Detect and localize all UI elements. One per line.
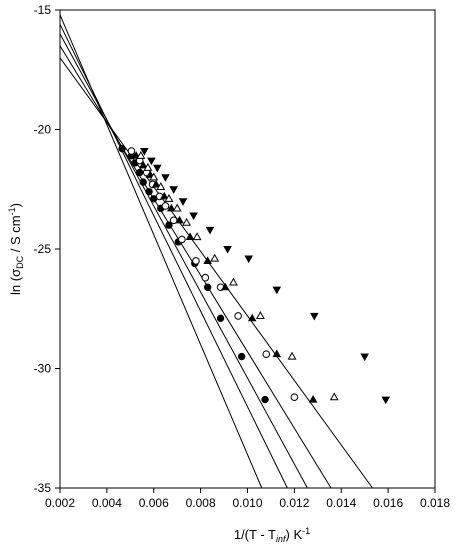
data-point-open-triangle-up	[228, 277, 238, 286]
y-tick-label: -20	[34, 123, 52, 137]
data-point-filled-triangle-down	[360, 353, 369, 362]
data-point-filled-triangle-down	[140, 148, 149, 156]
axes: 0.002 0.004 0.006 0.008 0.010 0.012 0.014 0.016…	[34, 3, 451, 510]
data-point-filled-triangle-down	[244, 255, 253, 264]
data-point-filled-circle	[135, 168, 144, 177]
data-point-filled-triangle-down	[189, 212, 198, 221]
y-tick-label: -35	[34, 481, 52, 495]
data-point-open-circle	[178, 235, 186, 244]
y-axis-label-close: )	[8, 203, 23, 207]
x-tick-label: 0.014	[326, 496, 356, 510]
data-point-open-triangle-up	[210, 253, 220, 262]
data-point-filled-triangle-down	[169, 186, 178, 194]
data-point-filled-triangle-down	[152, 164, 162, 173]
plot-frame	[59, 9, 436, 489]
data-point-filled-triangle-down	[310, 312, 319, 321]
data-point-filled-circle	[261, 395, 269, 404]
data-point-filled-circle	[145, 187, 153, 196]
x-axis-label-main: 1/(T - T	[234, 527, 276, 542]
axis-labels: 1/(T - Tinf) K-1 ln (σDC / S cm-1)	[7, 203, 310, 544]
data-point-open-triangle-up	[287, 351, 297, 360]
x-tick-label: 0.004	[92, 496, 122, 510]
data-point-open-circle	[192, 257, 200, 265]
data-point-filled-triangle-up	[272, 349, 282, 358]
data-point-open-triangle-up	[143, 162, 153, 171]
data-point-filled-triangle-up	[151, 179, 161, 188]
data-point-filled-circle	[139, 178, 147, 186]
x-axis-label: 1/(T - Tinf) K-1	[234, 526, 310, 544]
fit-line	[59, 24, 288, 489]
data-point-filled-triangle-up	[247, 313, 257, 322]
fit-line	[59, 57, 373, 489]
x-tick-label: 0.002	[45, 496, 75, 510]
data-point-open-triangle-up	[182, 217, 192, 226]
data-markers	[118, 144, 391, 405]
data-point-open-circle	[290, 393, 299, 401]
y-tick-label: -30	[34, 362, 52, 376]
data-point-filled-circle	[237, 352, 246, 361]
data-point-filled-triangle-up	[308, 394, 318, 403]
data-point-open-triangle-up	[172, 203, 182, 212]
data-point-filled-triangle-down	[272, 286, 282, 295]
x-tick-label: 0.018	[420, 496, 450, 510]
fit-lines	[59, 14, 373, 489]
data-point-open-circle	[201, 273, 210, 282]
data-point-open-triangle-up	[255, 311, 265, 320]
y-axis-label-sup: -1	[7, 207, 17, 215]
data-point-filled-triangle-up	[160, 191, 169, 200]
data-point-open-circle	[161, 202, 170, 210]
x-tick-label: 0.012	[279, 496, 309, 510]
data-point-filled-triangle-down	[205, 226, 215, 235]
x-axis-label-tail: ) K	[286, 527, 303, 542]
data-point-filled-triangle-up	[203, 256, 212, 264]
data-point-filled-triangle-down	[223, 245, 232, 254]
data-point-filled-triangle-up	[220, 282, 230, 291]
x-tick-label: 0.006	[139, 496, 169, 510]
data-point-open-circle	[262, 350, 271, 358]
data-point-filled-triangle-up	[185, 232, 195, 241]
x-tick-label: 0.010	[232, 496, 262, 510]
data-point-filled-circle	[216, 314, 225, 323]
data-point-filled-triangle-down	[147, 157, 156, 166]
data-point-filled-circle	[203, 283, 212, 291]
y-tick-label: -25	[34, 242, 52, 256]
x-axis-label-sup: -1	[302, 526, 310, 536]
data-point-open-triangle-up	[164, 193, 174, 202]
data-point-open-triangle-up	[136, 150, 146, 159]
y-tick-label: -15	[34, 3, 52, 17]
data-point-filled-triangle-down	[178, 198, 188, 206]
data-point-filled-triangle-up	[138, 160, 148, 169]
data-point-filled-circle	[165, 221, 173, 229]
x-tick-label: 0.008	[186, 496, 216, 510]
data-point-filled-circle	[118, 144, 126, 153]
data-point-open-triangle-up	[192, 232, 202, 241]
data-point-open-triangle-up	[329, 392, 339, 401]
data-point-open-circle	[234, 312, 242, 320]
data-point-filled-triangle-down	[161, 174, 170, 182]
data-point-open-circle	[127, 147, 136, 155]
data-point-filled-triangle-up	[167, 203, 176, 212]
y-axis-label-tail: / S cm	[8, 215, 23, 255]
data-point-open-triangle-up	[156, 182, 166, 190]
x-axis-label-sub: inf	[276, 534, 287, 544]
data-point-filled-triangle-up	[175, 215, 184, 224]
x-tick-label: 0.016	[373, 496, 403, 510]
fit-line	[59, 33, 308, 489]
data-point-open-triangle-up	[149, 172, 159, 181]
y-axis-label-sub: DC	[15, 255, 25, 268]
data-point-filled-triangle-down	[381, 396, 391, 405]
y-axis-label: ln (σDC / S cm-1)	[7, 203, 25, 295]
y-axis-label-main: ln (σ	[8, 269, 23, 295]
